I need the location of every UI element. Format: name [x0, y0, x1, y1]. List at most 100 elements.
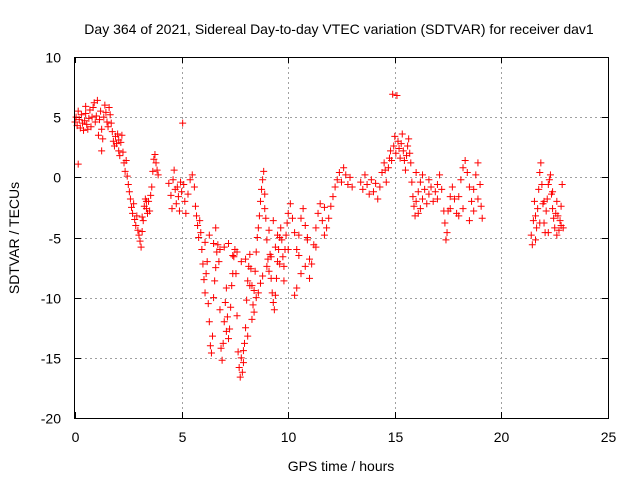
- y-tick-label: -5: [49, 231, 62, 247]
- data-point: [106, 111, 114, 119]
- data-point: [477, 202, 485, 210]
- data-point: [103, 118, 111, 126]
- data-point: [203, 258, 211, 266]
- data-point: [540, 197, 548, 205]
- data-point: [455, 193, 463, 201]
- data-point: [282, 231, 290, 239]
- data-point: [212, 264, 220, 272]
- data-point: [448, 183, 456, 191]
- data-point: [220, 318, 228, 326]
- data-point: [137, 243, 145, 251]
- data-point: [225, 240, 233, 248]
- data-point: [246, 282, 254, 290]
- data-point: [425, 190, 433, 198]
- data-point: [419, 195, 427, 203]
- data-points: [71, 90, 567, 381]
- data-point: [89, 104, 97, 112]
- data-point: [138, 227, 146, 235]
- data-point: [168, 205, 176, 213]
- data-point: [80, 126, 88, 134]
- data-point: [173, 183, 181, 191]
- data-point: [416, 178, 424, 186]
- data-point: [152, 159, 160, 167]
- data-point: [528, 241, 536, 249]
- data-point: [221, 298, 229, 306]
- data-point: [270, 306, 278, 314]
- data-point: [279, 253, 287, 261]
- data-point: [284, 246, 292, 254]
- data-point: [274, 231, 282, 239]
- data-point: [83, 120, 91, 128]
- data-point: [108, 128, 116, 136]
- data-point: [374, 195, 382, 203]
- data-point: [546, 171, 554, 179]
- data-point: [167, 191, 175, 199]
- data-point: [414, 209, 422, 217]
- data-point: [393, 92, 401, 100]
- data-point: [206, 342, 214, 350]
- data-point: [235, 363, 243, 371]
- axis-ticks: [75, 57, 609, 419]
- data-point: [293, 284, 301, 292]
- data-point: [392, 149, 400, 157]
- data-point: [269, 298, 277, 306]
- data-point: [297, 270, 305, 278]
- data-point: [174, 193, 182, 201]
- data-point: [230, 253, 238, 261]
- data-point: [410, 202, 418, 210]
- data-point: [188, 171, 196, 179]
- data-point: [312, 243, 320, 251]
- x-tick-label: 25: [601, 429, 617, 445]
- data-point: [238, 368, 246, 376]
- data-point: [346, 173, 354, 181]
- data-point: [82, 102, 90, 110]
- data-point: [544, 181, 552, 189]
- data-point: [286, 200, 294, 208]
- data-point: [98, 147, 106, 155]
- data-point: [427, 183, 435, 191]
- data-point: [114, 130, 122, 138]
- data-point: [204, 300, 212, 308]
- data-point: [550, 214, 558, 222]
- data-point: [210, 294, 218, 302]
- data-point: [217, 344, 225, 352]
- data-point: [207, 349, 215, 357]
- data-point: [284, 209, 292, 217]
- data-point: [405, 135, 413, 143]
- data-point: [82, 110, 90, 118]
- data-point: [359, 185, 367, 193]
- data-point: [184, 190, 192, 198]
- data-point: [196, 217, 204, 225]
- axis-tick-labels: 0 5 10 15 20 25 -20 -15 -10 -5 0 5 10: [41, 50, 617, 446]
- data-point: [113, 140, 121, 148]
- data-point: [320, 231, 328, 239]
- data-point: [232, 270, 240, 278]
- data-point: [459, 205, 467, 213]
- data-point: [101, 101, 109, 109]
- data-point: [555, 226, 563, 234]
- data-point: [446, 193, 454, 201]
- x-tick-label: 20: [494, 429, 510, 445]
- data-point: [246, 250, 254, 258]
- data-point: [391, 132, 399, 140]
- data-point: [216, 306, 224, 314]
- data-point: [278, 236, 286, 244]
- data-point: [372, 179, 380, 187]
- data-point: [446, 205, 454, 213]
- data-point: [348, 183, 356, 191]
- data-point: [212, 224, 220, 232]
- data-point: [94, 131, 102, 139]
- data-point: [242, 255, 250, 263]
- data-point: [380, 159, 388, 167]
- data-point: [534, 205, 542, 213]
- data-point: [401, 166, 409, 174]
- data-point: [127, 203, 135, 211]
- data-point: [280, 277, 288, 285]
- data-point: [412, 169, 420, 177]
- data-point: [269, 217, 277, 225]
- data-point: [532, 212, 540, 220]
- data-point: [150, 155, 158, 163]
- data-point: [536, 169, 544, 177]
- data-point: [172, 200, 180, 208]
